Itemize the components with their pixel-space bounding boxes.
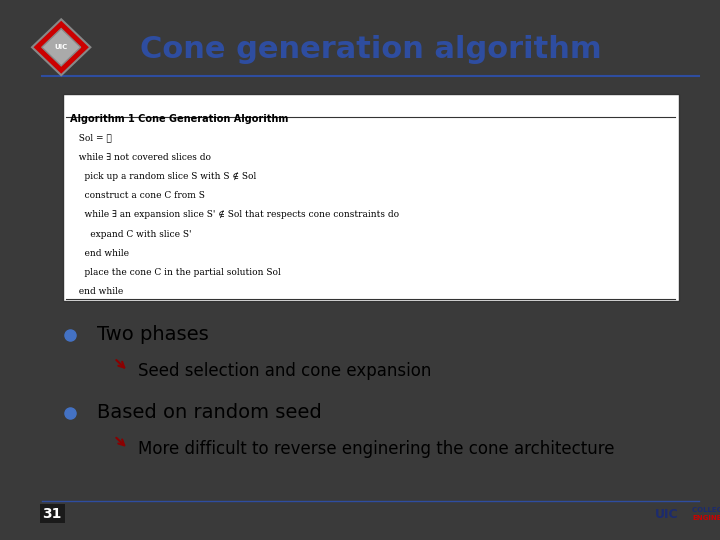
- Polygon shape: [32, 19, 91, 75]
- Polygon shape: [42, 29, 81, 66]
- Text: place the cone C in the partial solution Sol: place the cone C in the partial solution…: [73, 268, 281, 277]
- Text: 31: 31: [42, 507, 62, 521]
- Text: Two phases: Two phases: [97, 325, 209, 345]
- Text: end while: end while: [73, 249, 130, 258]
- Text: while ∃ an expansion slice S' ∉ Sol that respects cone constraints do: while ∃ an expansion slice S' ∉ Sol that…: [73, 211, 400, 219]
- Text: ENGINEERING: ENGINEERING: [693, 515, 720, 521]
- Text: construct a cone C from S: construct a cone C from S: [73, 191, 205, 200]
- Text: Seed selection and cone expansion: Seed selection and cone expansion: [138, 362, 431, 380]
- Text: UIC: UIC: [55, 44, 68, 50]
- Text: pick up a random slice S with S ∉ Sol: pick up a random slice S with S ∉ Sol: [73, 172, 256, 181]
- Text: end while: end while: [73, 287, 124, 296]
- Text: while ∃ not covered slices do: while ∃ not covered slices do: [73, 153, 211, 162]
- Text: Cone generation algorithm: Cone generation algorithm: [140, 35, 602, 64]
- Text: expand C with slice S': expand C with slice S': [73, 230, 192, 239]
- Text: COLLEGE OF: COLLEGE OF: [693, 507, 720, 512]
- Text: More difficult to reverse enginering the cone architecture: More difficult to reverse enginering the…: [138, 440, 615, 458]
- Text: Sol = ∅: Sol = ∅: [73, 134, 112, 143]
- FancyBboxPatch shape: [63, 94, 679, 301]
- Text: Algorithm 1 Cone Generation Algorithm: Algorithm 1 Cone Generation Algorithm: [70, 114, 288, 125]
- Text: UIC: UIC: [655, 508, 678, 521]
- Text: Based on random seed: Based on random seed: [97, 403, 322, 422]
